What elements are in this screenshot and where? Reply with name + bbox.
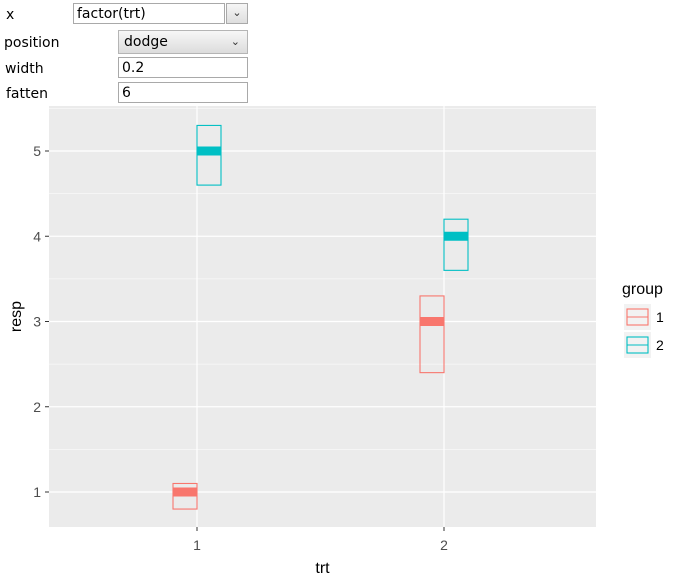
y-axis-title: resp [8, 301, 25, 332]
legend-label: 2 [656, 337, 664, 353]
position-select-value: dodge [124, 34, 168, 50]
chevron-down-icon: ⌄ [230, 35, 240, 48]
x-label: x [6, 7, 15, 23]
y-tick-label: 1 [33, 484, 41, 500]
position-label: position [4, 35, 60, 51]
position-select[interactable]: dodge ⌄ [118, 30, 248, 54]
plot-panel [49, 106, 596, 527]
width-label: width [5, 61, 44, 77]
x-input[interactable]: factor(trt) [73, 3, 225, 24]
x-dropdown-button[interactable]: ⌄ [226, 3, 248, 24]
legend-title: group [622, 281, 663, 298]
x-axis-title: trt [315, 560, 330, 577]
y-tick-label: 4 [33, 228, 41, 244]
y-tick-label: 5 [33, 143, 41, 159]
y-tick-label: 3 [33, 314, 41, 330]
legend-label: 1 [656, 309, 664, 325]
fatten-input[interactable]: 6 [118, 82, 248, 103]
crossbar-box [419, 295, 445, 374]
x-tick-label: 1 [193, 537, 201, 553]
y-tick-label: 2 [33, 399, 41, 415]
x-tick-label: 2 [440, 537, 448, 553]
fatten-label: fatten [6, 86, 48, 102]
chevron-down-icon: ⌄ [232, 7, 242, 19]
width-input[interactable]: 0.2 [118, 57, 248, 78]
crossbar-box [443, 218, 469, 271]
